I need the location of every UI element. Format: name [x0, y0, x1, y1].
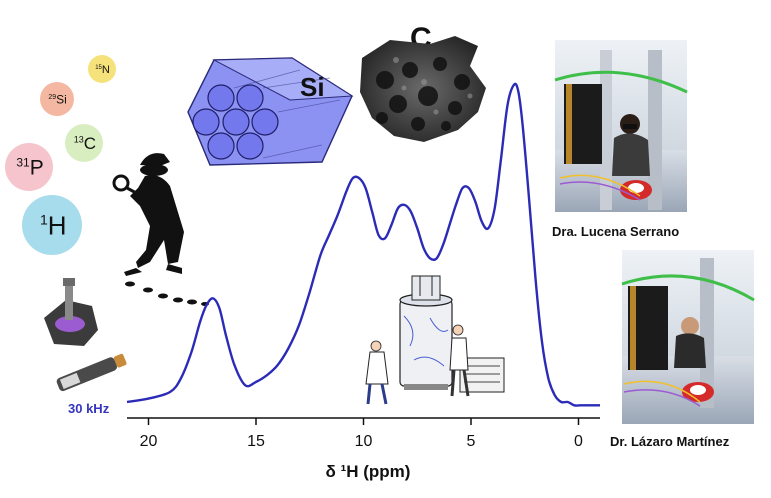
porous-carbon-icon [360, 36, 486, 142]
nucleus-n-15: 15N [88, 55, 116, 83]
svg-text:31P: 31P [16, 156, 43, 180]
x-axis: 20 15 10 5 0 [127, 417, 600, 450]
svg-text:1H: 1H [40, 210, 67, 240]
x-tick-label: 5 [467, 433, 476, 450]
x-tick-label: 20 [140, 433, 158, 450]
nucleus-si-29: 29Si [40, 82, 74, 116]
spin-rate-label: 30 kHz [68, 401, 110, 416]
nucleus-c-13: 13C [65, 124, 103, 162]
photo-lazaro-martinez [621, 250, 755, 424]
detective-silhouette-icon [112, 153, 184, 276]
mas-rotor-icon [56, 353, 127, 392]
nucleus-h-1: 1H [22, 195, 82, 255]
nucleus-p-31: 31P [5, 143, 53, 191]
photo-lucena-serrano [554, 40, 688, 212]
si-label: Si [300, 72, 325, 102]
si-mesoporous-hexagon-icon [187, 57, 354, 166]
svg-text:13C: 13C [74, 134, 96, 153]
x-axis-label: δ ¹H (ppm) [326, 462, 411, 481]
svg-text:15N: 15N [95, 64, 110, 76]
spectrum-series [126, 82, 600, 407]
nuclei-bubbles: 15N 29Si 13C 31P 1H [5, 55, 116, 255]
sample-packing-tool-icon [44, 278, 98, 346]
nmr-magnet-cartoon-icon [365, 275, 505, 405]
x-tick-label: 15 [247, 433, 265, 450]
x-tick-label: 0 [574, 433, 583, 450]
svg-text:29Si: 29Si [48, 92, 66, 106]
caption-lazaro-martinez: Dr. Lázaro Martínez [610, 434, 730, 449]
footprints [125, 281, 209, 306]
caption-lucena-serrano: Dra. Lucena Serrano [552, 224, 680, 239]
x-tick-label: 10 [355, 433, 373, 450]
